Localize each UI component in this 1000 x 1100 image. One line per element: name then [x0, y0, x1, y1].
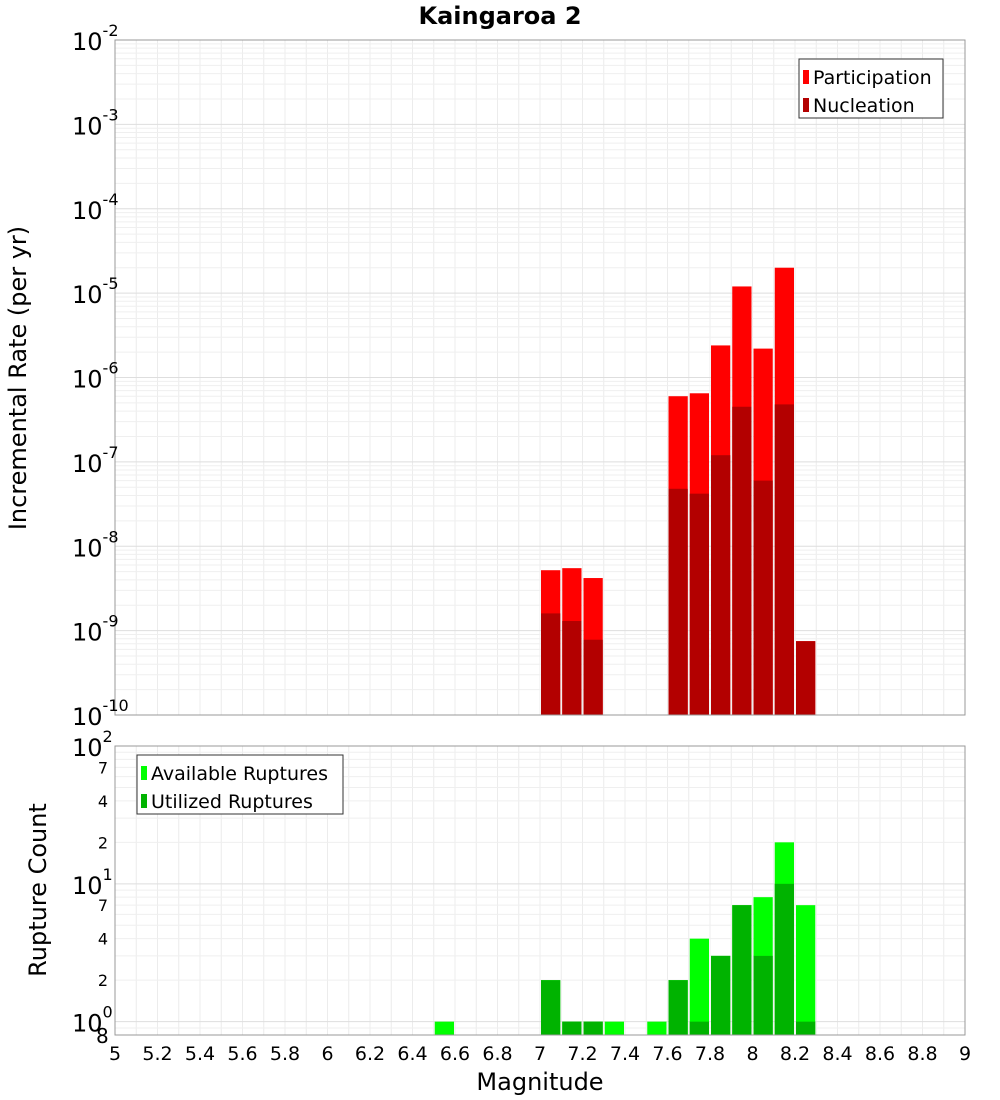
y-tick-label: 100	[72, 1003, 113, 1038]
x-tick-label: 8.4	[822, 1043, 852, 1065]
legend-swatch	[141, 794, 147, 808]
bottom-y-ticks: 100 101 102 2 4 7 2 4 7 8	[72, 727, 113, 1048]
bar-secondary	[689, 493, 709, 715]
y-tick-label: 101	[72, 865, 113, 900]
x-tick-label: 6	[321, 1043, 333, 1065]
bar-secondary	[541, 613, 561, 715]
x-tick-label: 7.8	[695, 1043, 725, 1065]
top-bars	[541, 267, 816, 715]
bar-secondary	[711, 455, 731, 715]
bar-secondary	[796, 641, 816, 715]
y-tick-label: 10-8	[72, 527, 119, 562]
y-tick-label: 10-4	[72, 190, 119, 225]
x-tick-label: 5.4	[185, 1043, 215, 1065]
bar-secondary	[689, 1021, 709, 1035]
x-tick-label: 7.4	[610, 1043, 640, 1065]
bar-secondary	[583, 1021, 603, 1035]
bar-primary	[604, 1021, 624, 1035]
x-tick-label: 5	[109, 1043, 121, 1065]
y-minor-tick-label: 4	[98, 792, 108, 811]
bottom-legend: Available Ruptures Utilized Ruptures	[136, 754, 344, 815]
bottom-plot: 100 101 102 2 4 7 2 4 7 8 5 5.2 5.4 5.6 5.8 6 6.2 6.4 6.6…	[24, 727, 971, 1096]
y-floor-tick-label: 8	[96, 1024, 109, 1048]
bar-secondary	[732, 406, 752, 715]
y-minor-tick-label: 7	[98, 758, 108, 777]
top-gridlines	[114, 40, 966, 716]
x-tick-label: 8	[746, 1043, 758, 1065]
x-tick-label: 5.8	[270, 1043, 300, 1065]
y-tick-label: 102	[72, 727, 113, 762]
bottom-gridlines	[114, 746, 966, 1036]
top-legend: Participation Nucleation	[798, 58, 944, 119]
bar-secondary	[668, 488, 688, 715]
bottom-bars	[434, 842, 816, 1035]
y-tick-label: 10-9	[72, 612, 119, 647]
y-tick-label: 10-2	[72, 21, 119, 56]
x-ticks: 5 5.2 5.4 5.6 5.8 6 6.2 6.4 6.6 6.8 7 7.2 7.4 7.6 7.8 8…	[109, 1043, 971, 1065]
top-y-axis-label: Incremental Rate (per yr)	[4, 226, 32, 530]
x-tick-label: 8.8	[907, 1043, 937, 1065]
legend-swatch	[803, 98, 809, 112]
legend-box	[798, 58, 944, 119]
bar-secondary	[711, 955, 731, 1035]
legend-swatch	[141, 766, 147, 780]
x-tick-label: 7.2	[567, 1043, 597, 1065]
y-minor-tick-label: 7	[98, 896, 108, 915]
legend-entry: Participation	[813, 67, 932, 89]
legend-box	[136, 754, 344, 815]
bar-secondary	[668, 980, 688, 1035]
bar-secondary	[753, 955, 773, 1035]
bar-secondary	[541, 980, 561, 1035]
y-tick-label: 10-6	[72, 359, 119, 394]
top-plot: 10-10 10-9 10-8 10-7 10-6 10-5 10-4 10-3 10-2 In…	[4, 21, 966, 731]
x-tick-label: 8.2	[780, 1043, 810, 1065]
top-plot-frame	[114, 39, 966, 716]
x-tick-label: 6.4	[397, 1043, 427, 1065]
bottom-plot-frame	[114, 745, 966, 1036]
x-axis-label: Magnitude	[476, 1068, 603, 1096]
y-minor-tick-label: 2	[98, 833, 108, 852]
x-tick-label: 6.8	[482, 1043, 512, 1065]
x-tick-label: 6.6	[440, 1043, 470, 1065]
chart-title: Kaingaroa 2	[418, 2, 581, 30]
bar-secondary	[732, 905, 752, 1035]
x-tick-label: 7	[534, 1043, 546, 1065]
x-tick-label: 9	[959, 1043, 971, 1065]
bar-secondary	[562, 1021, 582, 1035]
x-tick-label: 5.6	[227, 1043, 257, 1065]
bar-secondary	[774, 404, 794, 715]
y-tick-label: 10-7	[72, 443, 119, 478]
y-minor-tick-label: 4	[98, 930, 108, 949]
y-minor-tick-label: 2	[98, 971, 108, 990]
bar-secondary	[562, 621, 582, 715]
legend-swatch	[803, 70, 809, 84]
y-tick-label: 10-3	[72, 105, 119, 140]
y-tick-label: 10-5	[72, 274, 119, 309]
bar-secondary	[774, 883, 794, 1035]
bar-secondary	[796, 1021, 816, 1035]
y-tick-label: 10-10	[72, 696, 129, 731]
bar-secondary	[583, 639, 603, 715]
bottom-y-axis-label: Rupture Count	[24, 803, 52, 977]
x-tick-label: 6.2	[355, 1043, 385, 1065]
x-tick-label: 8.6	[865, 1043, 895, 1065]
bar-primary	[796, 905, 816, 1035]
bar-primary	[689, 938, 709, 1035]
x-tick-label: 7.6	[652, 1043, 682, 1065]
bar-secondary	[753, 480, 773, 715]
legend-entry: Available Ruptures	[151, 763, 328, 785]
bar-primary	[647, 1021, 667, 1035]
legend-entry: Nucleation	[813, 95, 915, 117]
x-tick-label: 5.2	[142, 1043, 172, 1065]
top-y-ticks: 10-10 10-9 10-8 10-7 10-6 10-5 10-4 10-3 10-2	[72, 21, 129, 731]
legend-entry: Utilized Ruptures	[151, 791, 313, 813]
bar-primary	[434, 1021, 454, 1035]
